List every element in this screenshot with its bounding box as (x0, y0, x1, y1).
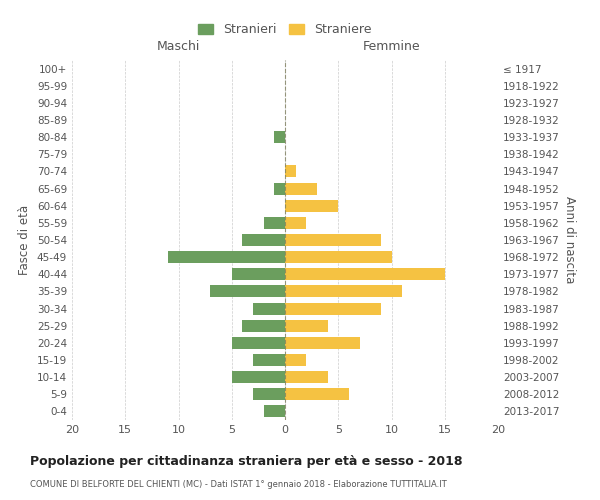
Bar (285, 354, 307, 366)
Bar (168, 251, 285, 263)
Bar (285, 371, 328, 383)
Legend: Stranieri, Straniere: Stranieri, Straniere (194, 20, 376, 40)
Bar (264, 217, 285, 229)
Bar (232, 268, 285, 280)
Bar (211, 286, 285, 298)
Y-axis label: Fasce di età: Fasce di età (19, 205, 31, 275)
Bar (274, 131, 285, 143)
Bar (285, 388, 349, 400)
Bar (285, 268, 445, 280)
Bar (232, 337, 285, 349)
Bar (285, 234, 381, 246)
Text: COMUNE DI BELFORTE DEL CHIENTI (MC) - Dati ISTAT 1° gennaio 2018 - Elaborazione : COMUNE DI BELFORTE DEL CHIENTI (MC) - Da… (30, 480, 447, 489)
Bar (285, 302, 381, 314)
Bar (253, 302, 285, 314)
Bar (285, 200, 338, 211)
Text: Femmine: Femmine (362, 40, 421, 53)
Bar (285, 320, 328, 332)
Bar (264, 406, 285, 417)
Bar (232, 371, 285, 383)
Bar (242, 234, 285, 246)
Bar (253, 354, 285, 366)
Bar (285, 217, 307, 229)
Bar (285, 337, 359, 349)
Bar (285, 286, 402, 298)
Text: Popolazione per cittadinanza straniera per età e sesso - 2018: Popolazione per cittadinanza straniera p… (30, 455, 463, 468)
Bar (285, 251, 392, 263)
Bar (253, 388, 285, 400)
Y-axis label: Anni di nascita: Anni di nascita (563, 196, 576, 284)
Bar (274, 182, 285, 194)
Bar (285, 182, 317, 194)
Bar (242, 320, 285, 332)
Text: Maschi: Maschi (157, 40, 200, 53)
Bar (285, 166, 296, 177)
